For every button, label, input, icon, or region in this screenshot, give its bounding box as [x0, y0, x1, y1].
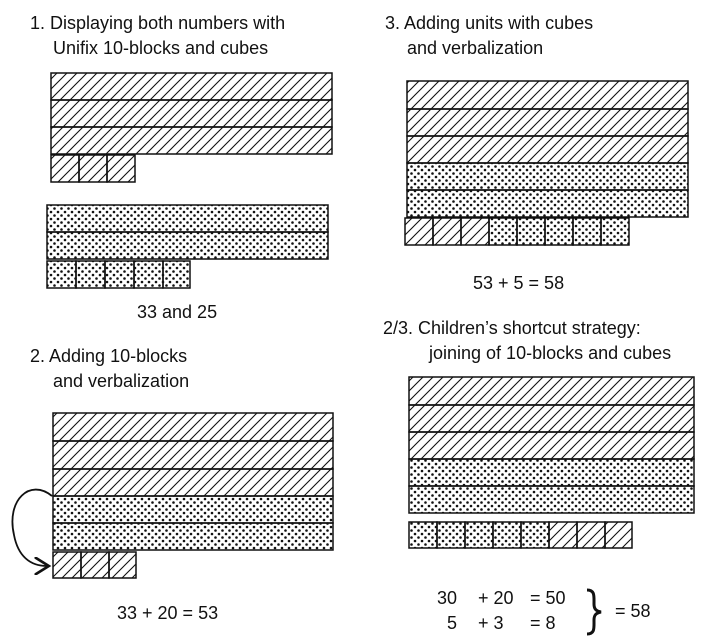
eq2-term: + 3	[478, 613, 504, 633]
unit-cube	[106, 154, 136, 183]
ten-block	[52, 412, 334, 442]
unit-cube	[544, 217, 574, 246]
ten-block	[52, 495, 334, 524]
total-result: = 58	[615, 601, 651, 621]
unit-cube	[572, 217, 602, 246]
ten-block	[406, 189, 689, 218]
unit-cube	[108, 551, 137, 579]
panel1-heading-line1: 1. Displaying both numbers with	[30, 13, 286, 33]
panel4-blocks	[408, 376, 695, 549]
panel4-heading-line2: joining of 10-blocks and cubes	[429, 343, 672, 363]
curly-brace-icon	[586, 588, 602, 636]
ten-block	[46, 204, 329, 233]
ten-block	[408, 485, 695, 514]
panel2-caption: 33 + 20 = 53	[117, 603, 219, 623]
panel4-heading-line1: 2/3. Children’s shortcut strategy:	[383, 318, 641, 338]
ten-block	[50, 126, 333, 155]
ten-block	[408, 458, 695, 487]
unit-cube	[548, 521, 578, 549]
unit-cube	[46, 260, 77, 289]
unit-cube	[604, 521, 633, 549]
ten-block	[52, 522, 334, 551]
ten-block	[408, 431, 695, 460]
curved-arrow-icon	[11, 488, 53, 566]
unit-cube	[516, 217, 546, 246]
panel3-heading-line2: and verbalization	[407, 38, 544, 58]
unit-cube	[404, 217, 434, 246]
unit-cube	[600, 217, 630, 246]
ten-block	[408, 376, 695, 406]
panel1-group-25	[46, 204, 329, 289]
unit-cube	[75, 260, 106, 289]
unit-cube	[492, 521, 522, 549]
ten-block	[406, 135, 689, 164]
ten-block	[408, 404, 695, 433]
panel1-caption: 33 and 25	[137, 302, 218, 322]
unit-cube	[78, 154, 108, 183]
panel3-blocks	[404, 80, 689, 246]
panel3-heading-line1: 3. Adding units with cubes	[385, 13, 594, 33]
unit-cube	[432, 217, 462, 246]
unit-cube	[162, 260, 191, 289]
ten-block	[50, 72, 333, 101]
eq1-addend: 30	[437, 588, 458, 608]
panel1-group-33	[50, 72, 333, 183]
unit-cube	[576, 521, 606, 549]
ten-block	[406, 108, 689, 137]
ten-block	[406, 80, 689, 110]
unit-cube	[50, 154, 80, 183]
unit-cube	[520, 521, 550, 549]
ten-block	[50, 99, 333, 128]
unit-cube	[52, 551, 82, 579]
ten-block	[52, 468, 334, 497]
ten-block	[406, 162, 689, 191]
unit-cube	[436, 521, 466, 549]
unit-cube	[488, 217, 518, 246]
eq1-result: = 50	[530, 588, 566, 608]
unit-cube	[104, 260, 135, 289]
eq2-result: = 8	[530, 613, 556, 633]
panel2-blocks	[11, 412, 334, 579]
unit-cube	[80, 551, 110, 579]
ten-block	[46, 231, 329, 260]
unit-cube	[460, 217, 490, 246]
panel1-heading-line2: Unifix 10-blocks and cubes	[53, 38, 269, 58]
panel2-heading-line2: and verbalization	[53, 371, 190, 391]
unit-cube	[133, 260, 164, 289]
panel3-caption: 53 + 5 = 58	[473, 273, 565, 293]
eq2-addend: 5	[447, 613, 458, 633]
unit-cube	[464, 521, 494, 549]
ten-block	[52, 440, 334, 470]
unit-cube	[408, 521, 438, 549]
panel2-heading-line1: 2. Adding 10-blocks	[30, 346, 188, 366]
eq1-term: + 20	[478, 588, 514, 608]
